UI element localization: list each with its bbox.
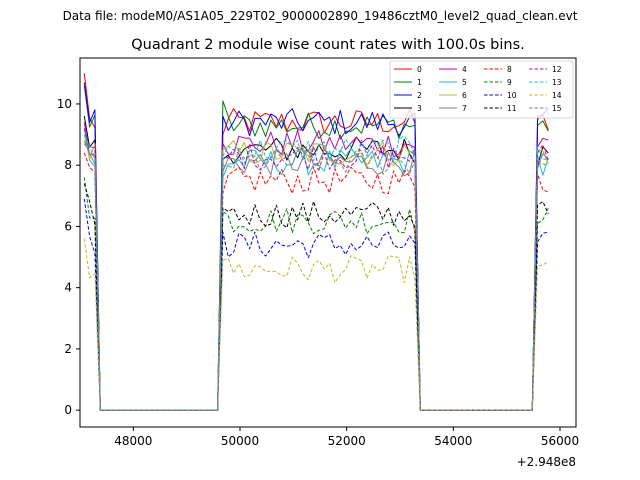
- legend-box: [389, 60, 574, 119]
- series-line-11: [83, 183, 549, 411]
- series-line-5: [83, 128, 549, 411]
- y-tick-label: 4: [64, 281, 72, 295]
- legend-label-9: 9: [507, 78, 512, 87]
- plot-area: [79, 57, 577, 428]
- series-line-15: [83, 143, 549, 411]
- series-line-10: [83, 198, 549, 411]
- series-line-2: [83, 82, 549, 411]
- x-tick-label: 56000: [541, 434, 579, 448]
- y-axis: 0 2 4 6 8 10: [57, 97, 80, 417]
- legend-label-8: 8: [507, 65, 512, 74]
- legend-label-11: 11: [507, 104, 517, 113]
- legend-label-14: 14: [552, 91, 562, 100]
- x-tick-label: 54000: [434, 434, 472, 448]
- legend-label-4: 4: [462, 65, 467, 74]
- series-line-12: [83, 128, 549, 411]
- figure-suptitle: Data file: modeM0/AS1A05_229T02_90000028…: [63, 9, 578, 23]
- series-layer: [83, 73, 549, 411]
- y-tick-label: 2: [64, 342, 72, 356]
- x-tick-label: 48000: [114, 434, 152, 448]
- series-line-14: [83, 238, 549, 411]
- y-tick-label: 10: [57, 97, 72, 111]
- x-axis: 48000 50000 52000 54000 56000: [114, 427, 579, 448]
- x-tick-label: 52000: [328, 434, 366, 448]
- series-line-0: [83, 73, 549, 411]
- legend-label-13: 13: [552, 78, 562, 87]
- legend-label-15: 15: [552, 104, 562, 113]
- legend-label-1: 1: [417, 78, 422, 87]
- y-tick-label: 0: [64, 403, 72, 417]
- x-axis-offset-label: +2.948e8: [517, 455, 576, 469]
- legend-label-7: 7: [462, 104, 467, 113]
- x-tick-label: 50000: [221, 434, 259, 448]
- chart-title: Quadrant 2 module wise count rates with …: [131, 37, 525, 53]
- legend-label-0: 0: [417, 65, 422, 74]
- y-tick-label: 8: [64, 158, 72, 172]
- series-line-7: [83, 140, 549, 411]
- legend-label-10: 10: [507, 91, 517, 100]
- series-line-8: [83, 152, 549, 411]
- y-tick-label: 6: [64, 219, 72, 233]
- series-line-1: [83, 85, 549, 411]
- legend-label-5: 5: [462, 78, 467, 87]
- legend-label-3: 3: [417, 104, 422, 113]
- legend-label-2: 2: [417, 91, 422, 100]
- series-line-9: [83, 177, 549, 411]
- plot-frame: [79, 57, 577, 428]
- legend-label-6: 6: [462, 91, 467, 100]
- legend-label-12: 12: [552, 65, 562, 74]
